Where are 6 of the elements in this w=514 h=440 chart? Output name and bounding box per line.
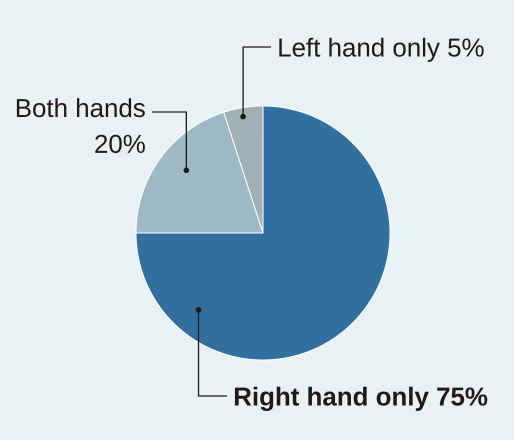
data-label: 75% (437, 387, 488, 406)
slice-label: Left hand only (279, 38, 440, 62)
slice-label: Both hands (16, 98, 145, 118)
data-label: 20% (95, 134, 145, 154)
slice-label: Right hand only (234, 386, 429, 411)
data-label: 5% (448, 38, 484, 57)
